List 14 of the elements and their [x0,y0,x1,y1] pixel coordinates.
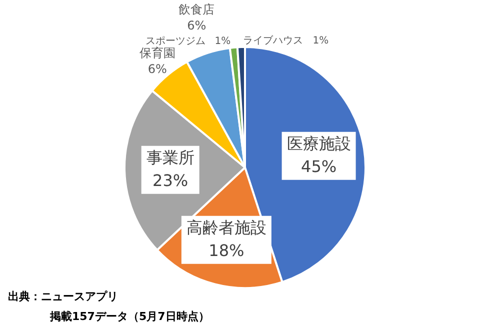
slice-label: 保育園 [139,46,176,60]
slice-label: 医療施設 [286,134,351,153]
data-label: 18% [208,241,244,260]
data-label: 6% [148,62,167,76]
slice-label: スポーツジム 1% [145,36,231,48]
source-note: 出典：ニュースアプリ [8,290,118,303]
slice-label: ライブハウス 1% [243,34,329,47]
data-label: 6% [187,18,206,33]
slice-label: 事業所 [146,148,194,168]
text: 掲載157データ（5月7日時点） [49,310,210,323]
slice-label: 高齢者施設 [186,218,266,238]
data-label: 23% [152,171,188,190]
data-label: 45% [301,156,337,176]
slice-label: 飲食店 [178,2,215,17]
